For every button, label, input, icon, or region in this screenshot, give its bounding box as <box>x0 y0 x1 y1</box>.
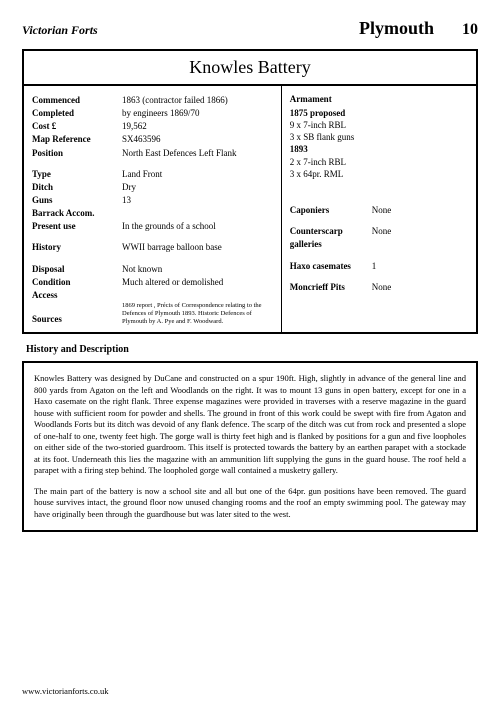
counterscarp-label: Counterscarp galleries <box>290 225 372 250</box>
brand-title: Victorian Forts <box>22 23 359 38</box>
ditch-label: Ditch <box>32 181 122 193</box>
access-label: Access <box>32 289 122 301</box>
commenced-label: Commenced <box>32 94 122 106</box>
description-box: Knowles Battery was designed by DuCane a… <box>22 361 478 532</box>
cost-value: 19,562 <box>122 120 273 132</box>
description-heading: History and Description <box>26 344 478 355</box>
haxo-value: 1 <box>372 260 377 273</box>
barrack-value <box>122 207 273 219</box>
commenced-value: 1863 (contractor failed 1866) <box>122 94 273 106</box>
armament-line: 3 x 64pr. RML <box>290 168 468 180</box>
counterscarp-value: None <box>372 225 392 250</box>
info-box: Knowles Battery Commenced1863 (contracto… <box>22 49 478 334</box>
details-column: Commenced1863 (contractor failed 1866) C… <box>24 86 281 332</box>
page-header: Victorian Forts Plymouth 10 <box>22 18 478 39</box>
condition-value: Much altered or demolished <box>122 276 273 288</box>
sources-value: 1869 report , Précis of Correspondence r… <box>122 302 273 325</box>
ditch-value: Dry <box>122 181 273 193</box>
guns-value: 13 <box>122 194 273 206</box>
position-value: North East Defences Left Flank <box>122 147 273 159</box>
history-label: History <box>32 241 122 253</box>
haxo-label: Haxo casemates <box>290 260 372 273</box>
armament-list: 1875 proposed9 x 7-inch RBL3 x SB flank … <box>290 107 468 180</box>
condition-label: Condition <box>32 276 122 288</box>
description-p2: The main part of the battery is now a sc… <box>34 486 466 520</box>
caponiers-value: None <box>372 204 392 217</box>
completed-value: by engineers 1869/70 <box>122 107 273 119</box>
armament-line: 1893 <box>290 143 468 155</box>
type-label: Type <box>32 168 122 180</box>
sources-label: Sources <box>32 313 122 325</box>
present-value: In the grounds of a school <box>122 220 273 232</box>
armament-column: Armament 1875 proposed9 x 7-inch RBL3 x … <box>281 86 476 332</box>
cost-label: Cost £ <box>32 120 122 132</box>
footer-url: www.victorianforts.co.uk <box>22 686 109 696</box>
battery-title: Knowles Battery <box>24 51 476 86</box>
barrack-label: Barrack Accom. <box>32 207 122 219</box>
history-value: WWII barrage balloon base <box>122 241 273 253</box>
present-label: Present use <box>32 220 122 232</box>
armament-line: 1875 proposed <box>290 107 468 119</box>
access-value <box>122 289 273 301</box>
caponiers-label: Caponiers <box>290 204 372 217</box>
moncrieff-value: None <box>372 281 392 294</box>
mapref-label: Map Reference <box>32 133 122 145</box>
guns-label: Guns <box>32 194 122 206</box>
disposal-label: Disposal <box>32 263 122 275</box>
armament-line: 9 x 7-inch RBL <box>290 119 468 131</box>
completed-label: Completed <box>32 107 122 119</box>
type-value: Land Front <box>122 168 273 180</box>
page-number: 10 <box>462 21 478 39</box>
info-grid: Commenced1863 (contractor failed 1866) C… <box>24 86 476 332</box>
position-label: Position <box>32 147 122 159</box>
moncrieff-label: Moncrieff Pits <box>290 281 372 294</box>
armament-line: 3 x SB flank guns <box>290 131 468 143</box>
armament-line: 2 x 7-inch RBL <box>290 156 468 168</box>
mapref-value: SX463596 <box>122 133 273 145</box>
armament-heading: Armament <box>290 94 468 104</box>
description-p1: Knowles Battery was designed by DuCane a… <box>34 373 466 476</box>
region-name: Plymouth <box>359 18 434 39</box>
disposal-value: Not known <box>122 263 273 275</box>
